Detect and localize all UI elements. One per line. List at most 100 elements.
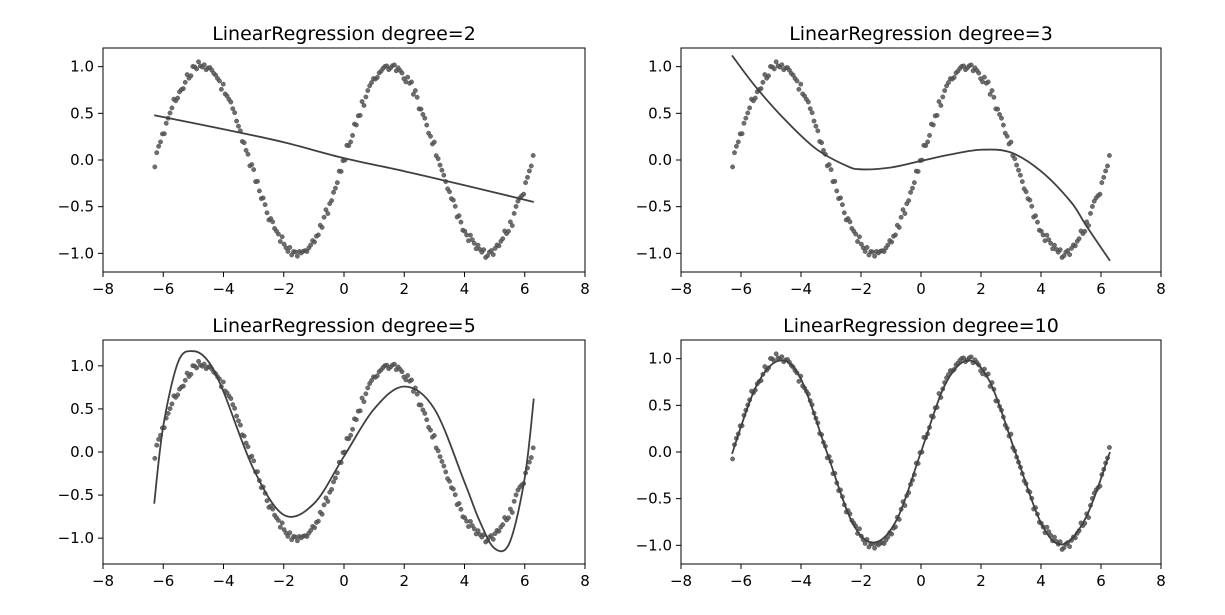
scatter-point (821, 147, 826, 153)
scatter-point (409, 79, 414, 85)
y-tick-label: −0.5 (636, 198, 672, 216)
x-tick-label: −4 (212, 572, 234, 590)
scatter-point (228, 396, 234, 401)
scatter-point (1082, 228, 1088, 234)
scatter-point (264, 210, 270, 216)
scatter-point (982, 74, 987, 80)
scatter-point (169, 105, 175, 111)
scatter-point (523, 180, 528, 186)
scatter-point (1044, 524, 1050, 530)
subplot-1: LinearRegression degree=2 −8 −6 −4 −2 0 2 4 6 8 −1… (58, 23, 590, 298)
scatter-point (1057, 247, 1063, 253)
scatter-point (374, 75, 380, 80)
x-tick-label: 2 (976, 572, 986, 590)
scatter-point (232, 405, 238, 411)
scatter-point (500, 522, 506, 528)
scatter-point (730, 456, 735, 462)
scatter-point (428, 427, 433, 433)
scatter-point (902, 211, 908, 216)
scatter-point (333, 475, 338, 481)
scatter-point (452, 203, 458, 209)
scatter-point (834, 188, 840, 194)
scatter-point (439, 167, 445, 173)
scatter-point (361, 103, 367, 108)
scatter-point (374, 373, 380, 379)
scatter-point (481, 247, 487, 253)
scatter-point (422, 115, 428, 121)
scatter-point (232, 110, 238, 116)
scatter-point (228, 99, 234, 105)
x-tick-label: −8 (92, 280, 114, 298)
scatter-point (1107, 445, 1112, 450)
scatter-point (911, 180, 917, 186)
scatter-point (182, 79, 188, 85)
scatter-point (872, 545, 878, 551)
scatter-point (285, 248, 291, 254)
y-tick-label: −0.5 (636, 490, 672, 508)
scatter-point (889, 531, 895, 537)
scatter-point (1076, 236, 1082, 242)
scatter-point (365, 88, 371, 93)
y-tick-label: −0.5 (58, 198, 94, 216)
scatter-point (167, 406, 173, 411)
x-tick-label: −8 (670, 572, 692, 590)
scatter-point (779, 354, 785, 360)
scatter-point (399, 369, 405, 375)
scatter-point (220, 379, 226, 385)
scatter-point (329, 198, 335, 204)
scatter-point (350, 426, 355, 432)
scatter-point (1052, 534, 1057, 540)
scatter-point (422, 411, 428, 416)
scatter-point (857, 234, 862, 240)
subplot-2: LinearRegression degree=3 −8 −6 −4 −2 0 2 4 6 8 −1… (636, 23, 1166, 298)
scatter-point (739, 131, 745, 137)
x-tick-label: 2 (976, 280, 986, 298)
scatter-point (447, 189, 452, 195)
scatter-point (490, 536, 496, 542)
scatter-point (889, 239, 895, 245)
scatter-point (1088, 210, 1093, 216)
scatter-point (1029, 203, 1035, 209)
subplot-3: LinearRegression degree=5 −8 −6 −4 −2 0 2 4 6 8 −1… (58, 315, 590, 590)
scatter-point (325, 498, 331, 504)
scatter-point (838, 195, 843, 201)
scatter-point (997, 112, 1002, 117)
scatter-point (1023, 189, 1029, 195)
scatter-point (315, 518, 321, 524)
scatter-point (156, 143, 162, 149)
scatter-point (900, 207, 906, 213)
scatter-point (779, 62, 785, 68)
x-tick-label: 0 (339, 572, 349, 590)
regression-fit-line (731, 359, 1111, 546)
y-tick-label: 0.0 (648, 151, 672, 169)
scatter-point (245, 444, 251, 450)
scatter-point (431, 433, 437, 438)
y-tick-label: −1.0 (636, 244, 672, 262)
scatter-point (468, 232, 473, 238)
y-tick-label: −0.5 (58, 486, 94, 504)
scatter-point (506, 228, 511, 234)
y-tick-label: −1.0 (58, 529, 94, 547)
scatter-point (217, 78, 222, 84)
scatter-point (840, 202, 845, 208)
scatter-point (511, 498, 517, 504)
scatter-point (743, 115, 749, 121)
scatter-point (319, 511, 325, 517)
scatter-point (260, 195, 266, 201)
scatter-point (1072, 243, 1078, 249)
x-tick-label: −2 (273, 280, 295, 298)
scatter-point (277, 239, 283, 244)
scatter-point (441, 463, 447, 469)
regression-fit-line (154, 114, 535, 203)
scatter-point (196, 358, 201, 364)
scatter-point (424, 122, 430, 128)
scatter-point (968, 62, 974, 68)
x-tick-label: 2 (399, 572, 409, 590)
scatter-point (805, 99, 811, 105)
scatter-point (201, 361, 207, 367)
scatter-point (1067, 252, 1073, 258)
scatter-point (1000, 122, 1006, 128)
scatter-point (511, 210, 517, 216)
scatter-point (832, 178, 838, 184)
